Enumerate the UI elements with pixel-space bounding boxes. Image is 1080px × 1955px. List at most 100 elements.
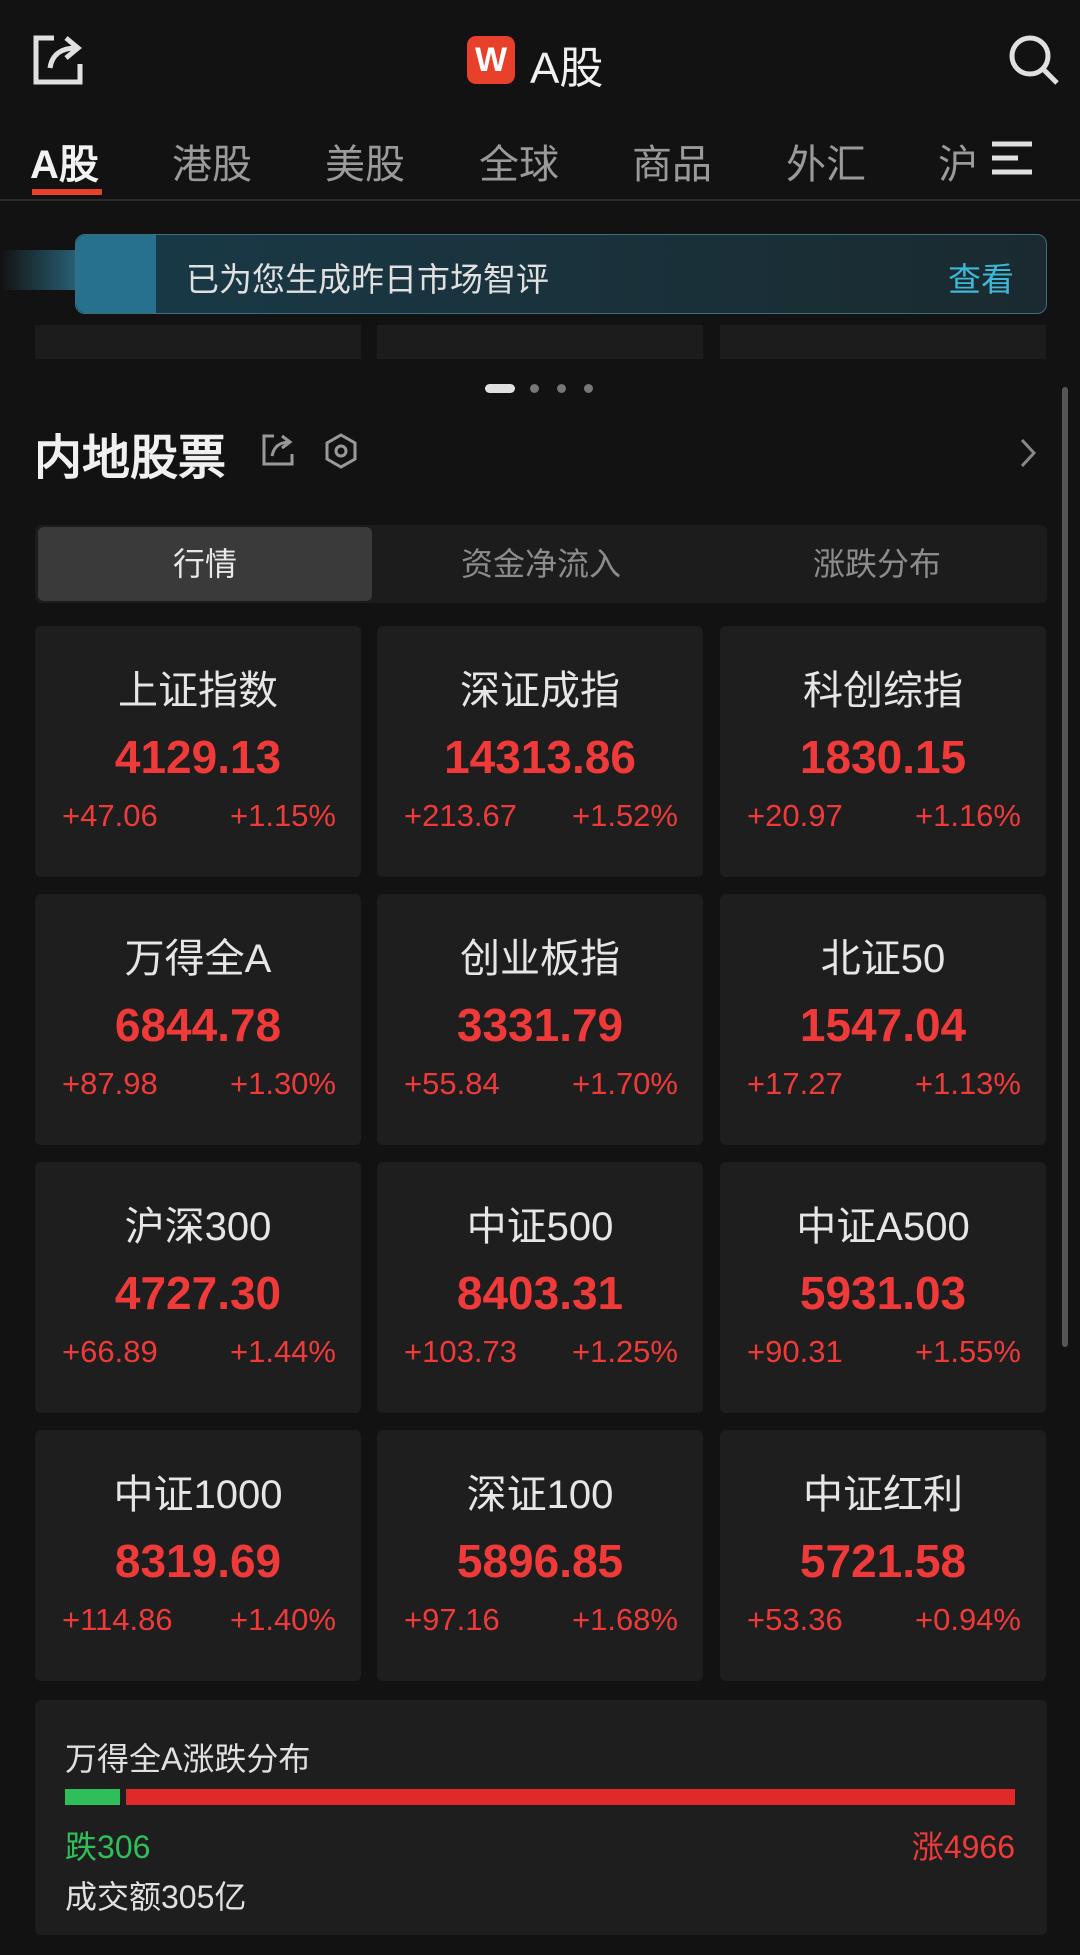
market-tab[interactable]: 沪 xyxy=(938,143,978,187)
fall-value: 306 xyxy=(97,1829,151,1865)
index-pct: +1.55% xyxy=(914,1334,1021,1369)
app-logo: W xyxy=(467,36,515,84)
index-change: +114.86 xyxy=(62,1602,173,1637)
market-tab[interactable]: 全球 xyxy=(479,143,559,187)
banner-action[interactable]: 查看 xyxy=(948,261,1014,298)
share-button[interactable] xyxy=(30,32,86,88)
index-card[interactable]: 中证A500 5931.03 +90.31 +1.55% xyxy=(720,1162,1046,1413)
page-dot xyxy=(584,384,593,393)
index-price: 8319.69 xyxy=(114,1535,282,1587)
page-dot xyxy=(557,384,566,393)
index-pct: +1.70% xyxy=(571,1066,678,1101)
index-name: 中证红利 xyxy=(803,1473,963,1517)
index-name: 中证1000 xyxy=(113,1473,283,1517)
index-card[interactable]: 中证红利 5721.58 +53.36 +0.94% xyxy=(720,1430,1046,1681)
index-name: 沪深300 xyxy=(124,1205,272,1249)
index-card[interactable]: 创业板指 3331.79 +55.84 +1.70% xyxy=(377,894,703,1145)
settings-icon[interactable] xyxy=(322,432,360,470)
index-card[interactable]: 上证指数 4129.13 +47.06 +1.15% xyxy=(35,626,361,877)
banner-icon xyxy=(76,235,156,313)
index-name: 中证500 xyxy=(466,1205,614,1249)
turnover: 成交额305亿 xyxy=(65,1879,247,1915)
more-arrow[interactable] xyxy=(1018,436,1042,470)
index-change: +103.73 xyxy=(404,1334,517,1369)
menu-button[interactable] xyxy=(990,140,1034,176)
rise-count: 涨4966 xyxy=(912,1822,1015,1868)
fall-label: 跌 xyxy=(65,1829,98,1865)
index-pct: +1.16% xyxy=(914,798,1021,833)
index-pct: +1.25% xyxy=(571,1334,678,1369)
index-card[interactable]: 深证成指 14313.86 +213.67 +1.52% xyxy=(377,626,703,877)
index-change: +213.67 xyxy=(404,798,517,833)
distribution-panel: 万得全A涨跌分布 跌306 涨4966 成交额305亿 xyxy=(35,1700,1047,1935)
index-card[interactable]: 万得全A 6844.78 +87.98 +1.30% xyxy=(35,894,361,1145)
index-name: 创业板指 xyxy=(460,937,620,981)
subtab[interactable]: 涨跌分布 xyxy=(812,546,941,582)
index-price: 5721.58 xyxy=(799,1535,967,1587)
banner[interactable]: 已为您生成昨日市场智评 查看 xyxy=(75,234,1047,314)
index-price: 8403.31 xyxy=(456,1267,624,1319)
index-price: 3331.79 xyxy=(456,999,624,1051)
index-card[interactable]: 科创综指 1830.15 +20.97 +1.16% xyxy=(720,626,1046,877)
index-card[interactable]: 沪深300 4727.30 +66.89 +1.44% xyxy=(35,1162,361,1413)
subtab[interactable]: 行情 xyxy=(172,546,237,582)
distribution-bar xyxy=(65,1789,1015,1805)
fall-bar xyxy=(65,1789,120,1805)
index-change: +55.84 xyxy=(404,1066,500,1101)
index-price: 1830.15 xyxy=(799,731,967,783)
market-tabs: A股 港股 美股 全球 商品 外汇沪 xyxy=(0,0,980,200)
rise-value: 4966 xyxy=(943,1829,1015,1865)
index-pct: +1.40% xyxy=(229,1602,336,1637)
index-name: 中证A500 xyxy=(796,1205,970,1249)
market-tab[interactable]: A股 xyxy=(30,143,99,187)
index-name: 北证50 xyxy=(820,937,946,981)
index-name: 深证成指 xyxy=(460,669,620,713)
index-price: 6844.78 xyxy=(114,999,282,1051)
rise-bar xyxy=(125,1789,1015,1805)
card-peek xyxy=(720,325,1046,359)
index-change: +17.27 xyxy=(747,1066,843,1101)
subtab[interactable]: 资金净流入 xyxy=(460,546,621,582)
index-change: +53.36 xyxy=(747,1602,843,1637)
card-peek xyxy=(35,325,361,359)
index-pct: +1.15% xyxy=(229,798,336,833)
index-pct: +1.44% xyxy=(229,1334,336,1369)
share-icon[interactable] xyxy=(260,432,296,468)
index-price: 14313.86 xyxy=(444,731,636,783)
index-pct: +0.94% xyxy=(914,1602,1021,1637)
card-peek xyxy=(377,325,703,359)
market-tab[interactable]: 美股 xyxy=(325,143,405,187)
subtab-active xyxy=(38,527,372,601)
index-pct: +1.52% xyxy=(571,798,678,833)
market-tab[interactable]: 外汇 xyxy=(786,143,866,187)
index-price: 4129.13 xyxy=(114,731,282,783)
index-card[interactable]: 中证500 8403.31 +103.73 +1.25% xyxy=(377,1162,703,1413)
rise-label: 涨 xyxy=(911,1829,944,1865)
scrollbar xyxy=(1062,387,1068,1347)
index-change: +90.31 xyxy=(747,1334,843,1369)
index-change: +20.97 xyxy=(747,798,843,833)
section-title: 内地股票 xyxy=(34,432,227,485)
index-card[interactable]: 深证100 5896.85 +97.16 +1.68% xyxy=(377,1430,703,1681)
index-name: 科创综指 xyxy=(803,669,963,713)
index-change: +66.89 xyxy=(62,1334,158,1369)
page-dot xyxy=(530,384,539,393)
search-button[interactable] xyxy=(1006,32,1062,88)
market-tab[interactable]: 港股 xyxy=(172,143,252,187)
index-card[interactable]: 中证1000 8319.69 +114.86 +1.40% xyxy=(35,1430,361,1681)
page-title: A股 xyxy=(530,44,604,93)
market-tab[interactable]: 商品 xyxy=(632,143,712,187)
page-dot xyxy=(485,384,515,393)
index-change: +87.98 xyxy=(62,1066,158,1101)
tab-indicator xyxy=(32,189,102,195)
index-change: +47.06 xyxy=(62,798,158,833)
index-card[interactable]: 北证50 1547.04 +17.27 +1.13% xyxy=(720,894,1046,1145)
index-pct: +1.68% xyxy=(571,1602,678,1637)
index-price: 4727.30 xyxy=(114,1267,282,1319)
distribution-title: 万得全A涨跌分布 xyxy=(65,1741,311,1777)
index-pct: +1.30% xyxy=(229,1066,336,1101)
index-pct: +1.13% xyxy=(914,1066,1021,1101)
index-name: 上证指数 xyxy=(118,669,278,713)
index-name: 万得全A xyxy=(124,937,272,981)
